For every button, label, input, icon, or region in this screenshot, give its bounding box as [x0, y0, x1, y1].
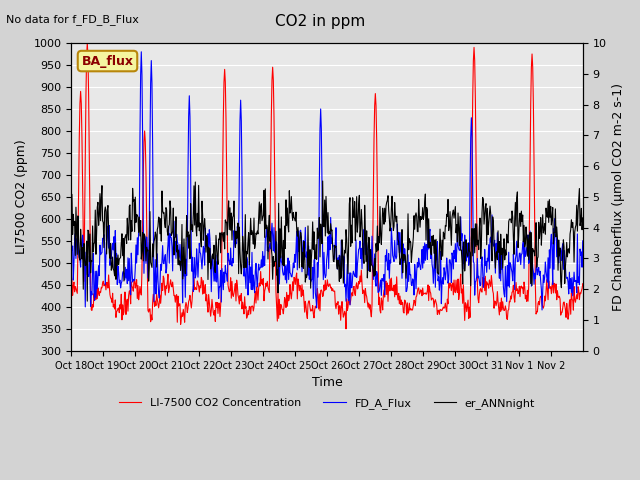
er_ANNnight [267, 229, 275, 235]
er_ANNnight [381, 205, 388, 211]
LI-7500 CO2 Concentration [128, 284, 136, 289]
FD_A_Flux [380, 272, 388, 277]
LI-7500 CO2 Concentration [342, 326, 350, 332]
Line: er_ANNnight: er_ANNnight [71, 181, 583, 301]
er_ANNnight [67, 233, 75, 239]
LI-7500 CO2 Concentration [267, 166, 275, 172]
LI-7500 CO2 Concentration [67, 273, 75, 279]
FD_A_Flux [579, 238, 587, 244]
FD_A_Flux [409, 276, 417, 282]
FD_A_Flux [127, 250, 135, 256]
FD_A_Flux [248, 287, 255, 292]
Legend: LI-7500 CO2 Concentration, FD_A_Flux, er_ANNnight: LI-7500 CO2 Concentration, FD_A_Flux, er… [115, 393, 540, 413]
LI-7500 CO2 Concentration [248, 303, 255, 309]
X-axis label: Time: Time [312, 376, 342, 389]
FD_A_Flux [267, 246, 275, 252]
Line: FD_A_Flux: FD_A_Flux [71, 52, 583, 310]
LI-7500 CO2 Concentration [222, 115, 230, 121]
er_ANNnight [222, 220, 230, 226]
LI-7500 CO2 Concentration [381, 294, 388, 300]
Text: BA_flux: BA_flux [81, 55, 134, 68]
LI-7500 CO2 Concentration [83, 40, 91, 46]
FD_A_Flux [138, 49, 145, 55]
FD_A_Flux [538, 307, 546, 313]
FD_A_Flux [222, 270, 230, 276]
er_ANNnight [128, 228, 136, 234]
LI-7500 CO2 Concentration [410, 302, 417, 308]
LI-7500 CO2 Concentration [579, 281, 587, 287]
Y-axis label: LI7500 CO2 (ppm): LI7500 CO2 (ppm) [15, 140, 28, 254]
er_ANNnight [83, 298, 91, 304]
er_ANNnight [248, 232, 255, 238]
Y-axis label: FD Chamberflux (μmol CO2 m-2 s-1): FD Chamberflux (μmol CO2 m-2 s-1) [612, 83, 625, 311]
Line: LI-7500 CO2 Concentration: LI-7500 CO2 Concentration [71, 43, 583, 329]
er_ANNnight [410, 234, 417, 240]
er_ANNnight [319, 178, 326, 184]
er_ANNnight [579, 215, 587, 221]
FD_A_Flux [67, 240, 75, 246]
Text: CO2 in ppm: CO2 in ppm [275, 14, 365, 29]
Text: No data for f_FD_B_Flux: No data for f_FD_B_Flux [6, 14, 140, 25]
